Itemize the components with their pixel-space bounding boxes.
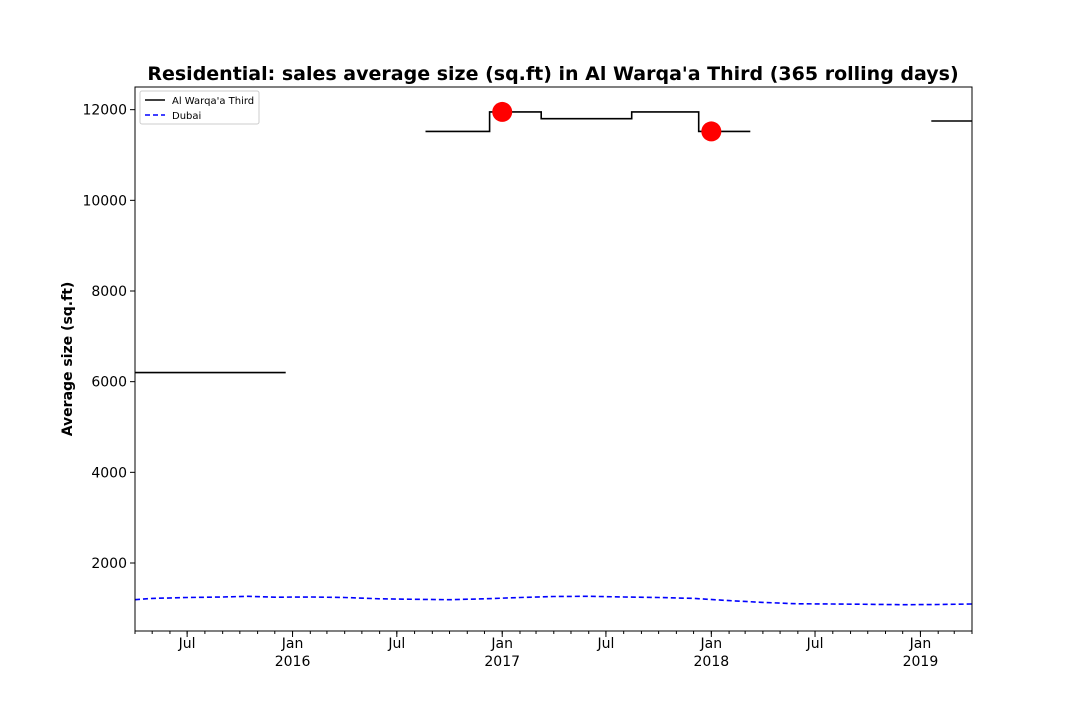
legend: Al Warqa'a Third Dubai [139, 90, 260, 125]
y-tick-label-10000: 10000 [82, 193, 127, 209]
x-tick-label-5: Jul [596, 636, 614, 652]
x-tick-label-1: Jul [178, 636, 196, 652]
axes-frame [134, 86, 973, 632]
highlight-marker-2 [701, 121, 722, 142]
x-tick-label-8: Jan [909, 636, 932, 652]
x-tick-year-2017: 2017 [484, 654, 520, 670]
y-axis-label: Average size (sq.ft) [60, 282, 76, 437]
y-tick-label-2000: 2000 [91, 556, 127, 572]
x-tick-year-2018: 2018 [694, 654, 730, 670]
y-tick-label-6000: 6000 [91, 375, 127, 391]
legend-label-dubai: Dubai [172, 111, 201, 122]
y-tick-label-12000: 12000 [82, 103, 127, 119]
x-tick-year-2016: 2016 [275, 654, 311, 670]
y-tick-label-8000: 8000 [91, 284, 127, 300]
y-axis: 2000 4000 6000 8000 10000 12000 [82, 103, 135, 572]
chart-title: Residential: sales average size (sq.ft) … [147, 63, 958, 85]
series-line-al-warqaa-third-2 [425, 111, 751, 133]
x-tick-label-6: Jan [700, 636, 723, 652]
x-tick-label-7: Jul [806, 636, 824, 652]
x-axis: Jul Jan 2016 Jul Jan 2017 Jul Jan 2018 Jul Jan 2019 [134, 631, 973, 670]
plot-area [134, 101, 973, 606]
x-tick-year-2019: 2019 [903, 654, 939, 670]
x-tick-label-4: Jan [490, 636, 513, 652]
highlight-marker-1 [492, 101, 513, 122]
series-line-dubai-1 [134, 595, 973, 606]
y-tick-label-4000: 4000 [91, 465, 127, 481]
legend-box [139, 90, 260, 125]
x-tick-label-3: Jul [387, 636, 405, 652]
legend-label-al-warqaa-third: Al Warqa'a Third [172, 96, 254, 107]
x-tick-label-2: Jan [281, 636, 304, 652]
